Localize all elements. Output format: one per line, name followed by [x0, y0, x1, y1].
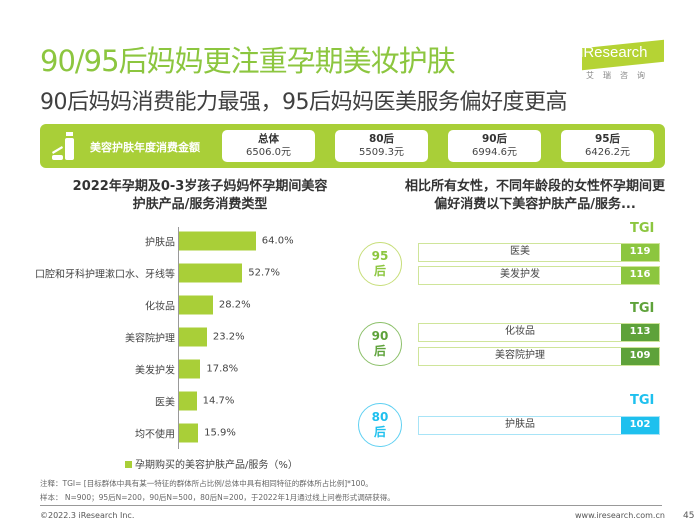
bar-category-label: 化妆品 [145, 301, 175, 313]
tgi-header: TGI [630, 301, 655, 316]
bar [179, 423, 199, 443]
page-title: 90/95后妈妈更注重孕期美妆护肤 [40, 44, 456, 78]
card-95s: 95后 6426.2元 [561, 130, 654, 162]
tgi-item-name: 医美 [510, 246, 530, 257]
note-sample: 样本： N=900；95后N=200，90后N=500，80后N=200，于20… [40, 493, 395, 502]
bar-axis [178, 227, 179, 449]
bar-category-label: 美发护发 [135, 365, 175, 377]
tgi-item-name: 化妆品 [505, 326, 535, 337]
tgi-value: 116 [621, 267, 659, 284]
tgi-value: 119 [621, 244, 659, 261]
bar-value-label: 64.0% [261, 235, 294, 247]
bar-value-label: 15.9% [204, 427, 236, 439]
band-label: 美容护肤年度消费金额 [90, 141, 200, 154]
bar-category-label: 美容院护理 [125, 333, 175, 345]
tgi-row: 化妆品 113 [418, 323, 660, 342]
bar-category-label: 医美 [155, 397, 175, 409]
tgi-value: 102 [621, 417, 659, 434]
footer-divider [40, 505, 662, 506]
bar [179, 263, 243, 283]
age-group-circle: 90后 [358, 322, 402, 366]
age-group-circle: 95后 [358, 242, 402, 286]
bar-category-label: 护肤品 [145, 237, 175, 249]
tgi-row: 美发护发 116 [418, 266, 660, 285]
bar [179, 231, 256, 251]
bar [179, 295, 213, 315]
bar [179, 391, 197, 411]
bar [179, 327, 207, 347]
spending-band: 美容护肤年度消费金额 总体 6506.0元 80后 5509.3元 90后 6994.… [40, 124, 665, 168]
tgi-title: 相比所有女性，不同年龄段的女性怀孕期间更偏好消费以下美容护肤产品/服务... [404, 179, 665, 212]
card-80s: 80后 5509.3元 [335, 130, 428, 162]
tgi-header: TGI [630, 393, 655, 408]
page-subtitle: 90后妈妈消费能力最强，95后妈妈医美服务偏好度更高 [40, 90, 568, 115]
note-tgi: 注释：TGI= [目标群体中具有某一特征的群体所占比例/总体中具有相同特征的群体… [40, 479, 373, 488]
tgi-item-name: 美发护发 [500, 269, 540, 280]
iresearch-logo: iResearch 艾瑞咨询 [576, 39, 666, 80]
tgi-value: 113 [621, 324, 659, 341]
tgi-item-name: 护肤品 [505, 419, 535, 430]
bar-category-label: 均不使用 [135, 429, 175, 441]
website-link[interactable]: www.iresearch.com.cn [575, 511, 665, 520]
tgi-row: 护肤品 102 [418, 416, 660, 435]
tgi-row: 医美 119 [418, 243, 660, 262]
bar-chart-title: 2022年孕期及0-3岁孩子妈妈怀孕期间美容护肤产品/服务消费类型 [72, 179, 328, 212]
legend-swatch [125, 461, 132, 468]
bar-value-label: 28.2% [218, 299, 251, 311]
card-90s: 90后 6994.6元 [448, 130, 541, 162]
tgi-item-name: 美容院护理 [495, 350, 545, 361]
bar-category-label: 口腔和牙科护理漱口水、牙线等 [35, 269, 175, 281]
bar-value-label: 14.7% [202, 395, 235, 407]
bar [179, 359, 201, 379]
tgi-value: 109 [621, 348, 659, 365]
copyright: ©2022.3 iResearch Inc. [40, 511, 135, 520]
page-number: 45 [683, 511, 695, 521]
cosmetics-icon [52, 132, 74, 160]
bar-value-label: 23.2% [212, 331, 245, 343]
card-total: 总体 6506.0元 [222, 130, 315, 162]
age-group-circle: 80后 [358, 403, 402, 447]
tgi-header: TGI [630, 221, 655, 236]
bar-value-label: 52.7% [248, 267, 281, 279]
chart-legend: 孕期购买的美容护肤产品/服务（%） [125, 456, 298, 471]
bar-value-label: 17.8% [206, 363, 239, 375]
tgi-row: 美容院护理 109 [418, 347, 660, 366]
